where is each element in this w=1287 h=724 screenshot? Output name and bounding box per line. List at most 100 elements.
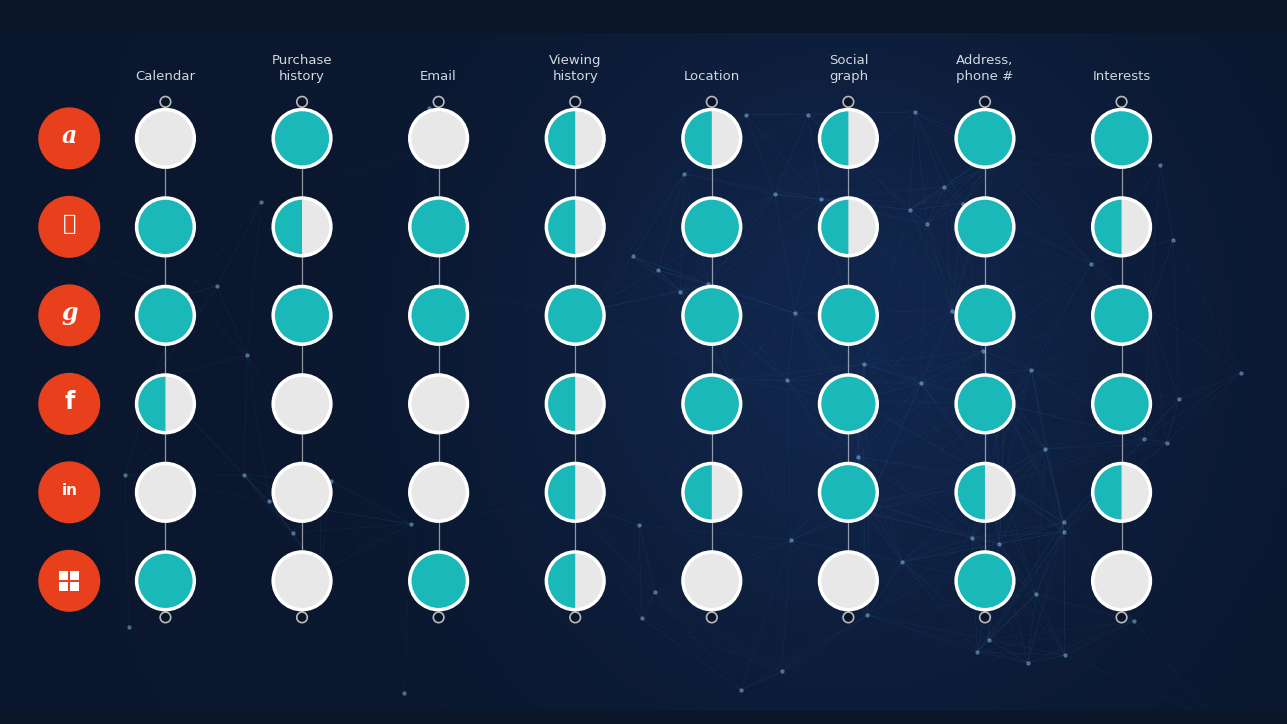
Circle shape: [136, 552, 194, 610]
Circle shape: [683, 109, 740, 167]
Point: [848, 451, 869, 463]
Circle shape: [1116, 96, 1127, 107]
Circle shape: [273, 463, 331, 521]
Circle shape: [683, 463, 740, 521]
Point: [987, 157, 1008, 169]
Circle shape: [570, 96, 580, 107]
Point: [51, 245, 72, 257]
Point: [1230, 367, 1251, 379]
Text: Location: Location: [683, 70, 740, 83]
Circle shape: [273, 287, 331, 344]
Circle shape: [409, 552, 467, 610]
Point: [910, 377, 931, 389]
Circle shape: [409, 109, 467, 167]
Point: [857, 609, 878, 620]
Text: Interests: Interests: [1093, 70, 1151, 83]
Point: [892, 556, 912, 568]
Point: [413, 145, 434, 156]
Circle shape: [683, 375, 740, 433]
Circle shape: [434, 96, 444, 107]
Circle shape: [39, 550, 99, 611]
Point: [674, 168, 695, 180]
Circle shape: [39, 108, 99, 169]
Circle shape: [956, 463, 1014, 521]
Circle shape: [136, 287, 194, 344]
Circle shape: [707, 612, 717, 623]
Circle shape: [273, 552, 331, 610]
Text: in: in: [62, 483, 77, 498]
Point: [1124, 615, 1144, 627]
Circle shape: [409, 375, 467, 433]
Circle shape: [683, 198, 740, 256]
Text: g: g: [60, 301, 77, 325]
Point: [731, 685, 752, 696]
Point: [798, 109, 819, 121]
Point: [952, 198, 973, 209]
Point: [916, 218, 937, 230]
Point: [237, 350, 257, 361]
Circle shape: [1093, 287, 1151, 344]
Circle shape: [956, 375, 1014, 433]
Point: [900, 204, 920, 216]
Wedge shape: [956, 463, 985, 521]
Point: [259, 495, 279, 507]
Wedge shape: [683, 109, 712, 167]
Wedge shape: [1093, 198, 1121, 256]
Circle shape: [820, 287, 878, 344]
Circle shape: [1093, 552, 1151, 610]
Point: [992, 478, 1013, 489]
Wedge shape: [547, 109, 575, 167]
Point: [987, 143, 1008, 155]
Point: [1156, 437, 1176, 449]
Circle shape: [979, 612, 990, 623]
Point: [251, 196, 272, 208]
Wedge shape: [136, 375, 166, 433]
Circle shape: [956, 198, 1014, 256]
FancyBboxPatch shape: [59, 582, 68, 591]
Point: [1169, 393, 1189, 405]
Point: [175, 289, 196, 300]
Circle shape: [39, 285, 99, 345]
Point: [1151, 159, 1171, 171]
Circle shape: [956, 109, 1014, 167]
Circle shape: [136, 463, 194, 521]
Point: [671, 286, 691, 298]
Point: [649, 264, 669, 276]
Point: [853, 506, 874, 518]
Circle shape: [160, 612, 171, 623]
Text: Calendar: Calendar: [135, 70, 196, 83]
Circle shape: [1093, 375, 1151, 433]
Point: [990, 538, 1010, 550]
Circle shape: [683, 375, 740, 433]
FancyBboxPatch shape: [71, 582, 80, 591]
Circle shape: [820, 463, 878, 521]
Circle shape: [1093, 109, 1151, 167]
Point: [721, 374, 741, 385]
Circle shape: [160, 96, 171, 107]
Point: [979, 472, 1000, 484]
Circle shape: [1093, 463, 1151, 521]
Circle shape: [409, 287, 467, 344]
Circle shape: [979, 96, 990, 107]
Circle shape: [843, 96, 853, 107]
Wedge shape: [820, 198, 848, 256]
Point: [698, 278, 718, 290]
Circle shape: [547, 109, 604, 167]
Wedge shape: [683, 463, 712, 521]
Circle shape: [39, 196, 99, 257]
Point: [1035, 443, 1055, 455]
Point: [118, 621, 139, 633]
Circle shape: [956, 552, 1014, 610]
Circle shape: [136, 552, 194, 610]
Point: [1054, 526, 1075, 537]
Circle shape: [434, 612, 444, 623]
Wedge shape: [547, 552, 575, 610]
Point: [632, 613, 653, 624]
Circle shape: [820, 109, 878, 167]
Circle shape: [820, 375, 878, 433]
Point: [1021, 364, 1041, 376]
Circle shape: [956, 287, 1014, 344]
Point: [310, 503, 331, 515]
Circle shape: [707, 96, 717, 107]
Circle shape: [409, 198, 467, 256]
